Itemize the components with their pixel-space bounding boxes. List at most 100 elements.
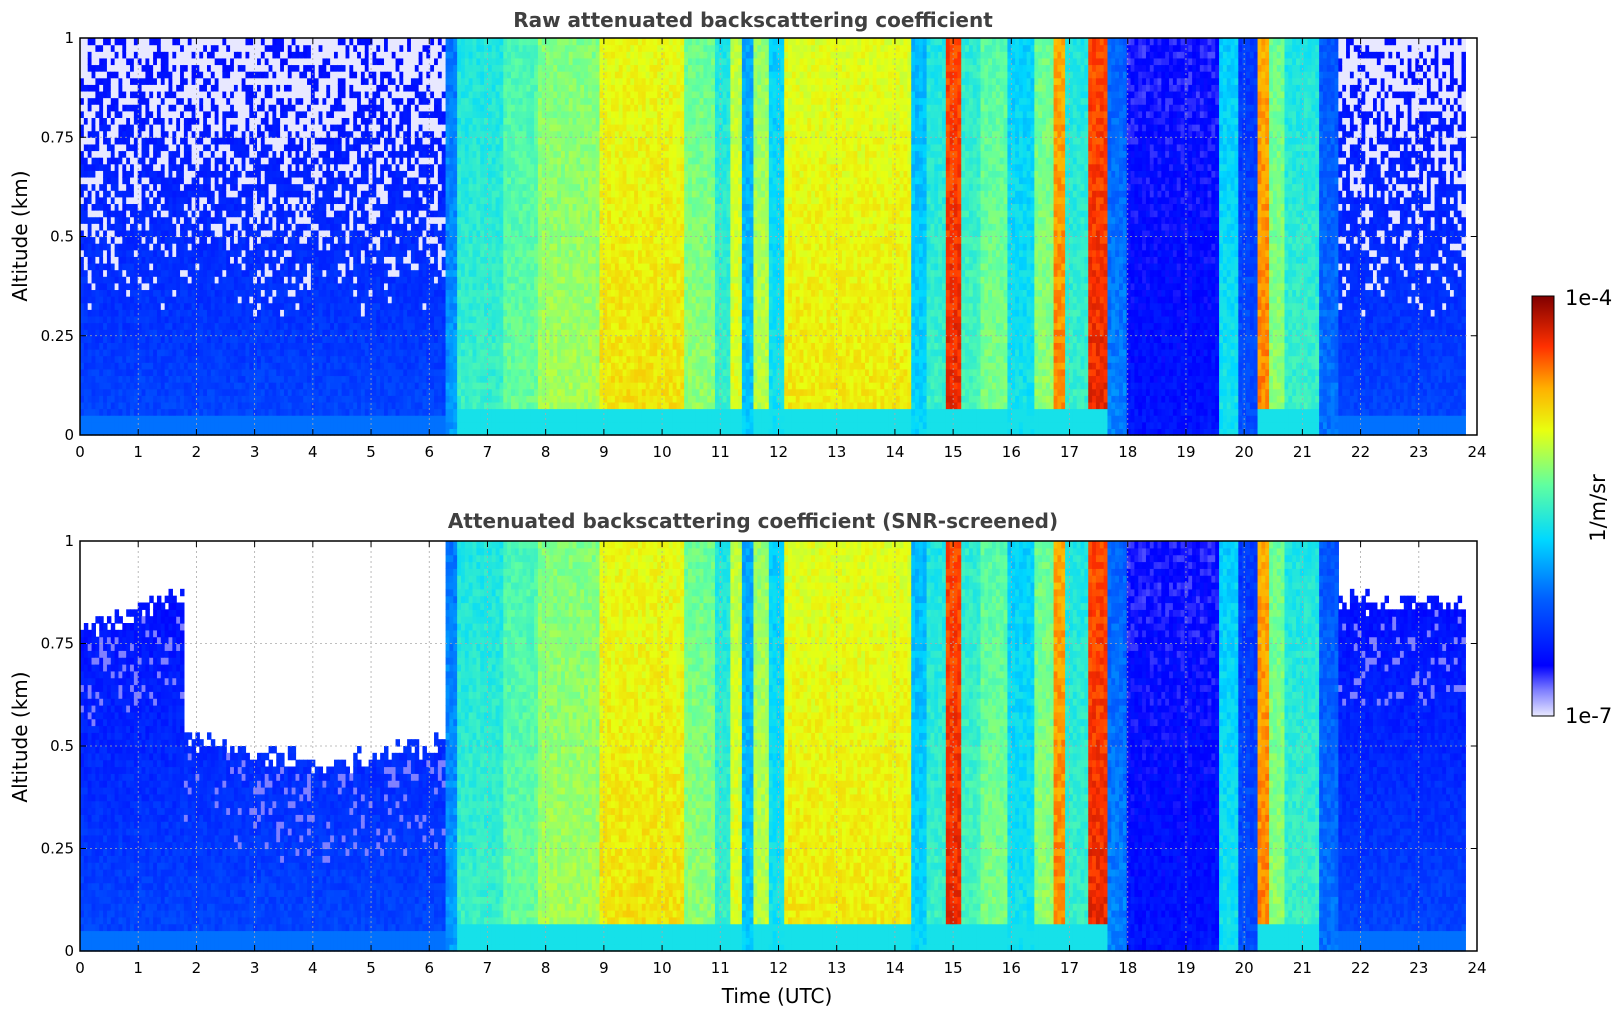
heatmap-cell bbox=[226, 64, 230, 71]
heatmap-cell bbox=[142, 58, 146, 65]
heatmap-cell bbox=[372, 309, 376, 316]
heatmap-cell bbox=[249, 157, 253, 164]
heatmap-cell bbox=[92, 243, 96, 250]
heatmap-cell bbox=[92, 164, 96, 171]
heatmap-cell bbox=[288, 131, 292, 138]
heatmap-cell bbox=[145, 316, 149, 323]
heatmap-cell bbox=[95, 98, 99, 105]
heatmap-cell bbox=[357, 51, 361, 58]
heatmap-cell bbox=[145, 217, 149, 224]
heatmap-cell bbox=[326, 51, 330, 58]
heatmap-cell bbox=[238, 237, 242, 244]
heatmap-cell bbox=[376, 395, 380, 402]
heatmap-cell bbox=[338, 84, 342, 91]
heatmap-cell bbox=[169, 375, 173, 382]
heatmap-cell bbox=[392, 243, 396, 250]
heatmap-cell bbox=[257, 230, 261, 237]
heatmap-cell bbox=[369, 349, 373, 356]
heatmap-cell bbox=[157, 91, 161, 98]
heatmap-cell bbox=[292, 389, 296, 396]
heatmap-cell bbox=[245, 190, 249, 197]
heatmap-cell bbox=[122, 184, 126, 191]
heatmap-cell bbox=[176, 362, 180, 369]
heatmap-cell bbox=[276, 283, 280, 290]
heatmap-cell bbox=[211, 45, 215, 52]
heatmap-cell bbox=[130, 177, 134, 184]
heatmap-cell bbox=[380, 98, 384, 105]
heatmap-cell bbox=[149, 409, 153, 416]
heatmap-cell bbox=[365, 170, 369, 177]
heatmap-cell bbox=[184, 98, 188, 105]
heatmap-cell bbox=[192, 250, 196, 257]
heatmap-cell bbox=[145, 98, 149, 105]
heatmap-cell bbox=[176, 157, 180, 164]
heatmap-cell bbox=[234, 296, 238, 303]
heatmap-cell bbox=[118, 356, 122, 363]
heatmap-cell bbox=[88, 104, 92, 111]
heatmap-cell bbox=[188, 197, 192, 204]
heatmap-cell bbox=[365, 362, 369, 369]
heatmap-cell bbox=[103, 237, 107, 244]
heatmap-cell bbox=[319, 117, 323, 124]
heatmap-cell bbox=[111, 422, 115, 429]
heatmap-cell bbox=[272, 64, 276, 71]
heatmap-cell bbox=[292, 375, 296, 382]
heatmap-cell bbox=[169, 342, 173, 349]
heatmap-cell bbox=[346, 382, 350, 389]
heatmap-cell bbox=[192, 84, 196, 91]
heatmap-cell bbox=[334, 303, 338, 310]
heatmap-cell bbox=[326, 111, 330, 118]
heatmap-cell bbox=[157, 369, 161, 376]
heatmap-cell bbox=[361, 58, 365, 65]
heatmap-cell bbox=[157, 217, 161, 224]
heatmap-cell bbox=[153, 270, 157, 277]
heatmap-cell bbox=[303, 150, 307, 157]
heatmap-cell bbox=[299, 230, 303, 237]
heatmap-cell bbox=[192, 157, 196, 164]
heatmap-cell bbox=[307, 323, 311, 330]
heatmap-cell bbox=[184, 263, 188, 270]
heatmap-cell bbox=[292, 38, 296, 45]
heatmap-cell bbox=[245, 349, 249, 356]
heatmap-cell bbox=[122, 58, 126, 65]
heatmap-cell bbox=[130, 51, 134, 58]
heatmap-cell bbox=[180, 382, 184, 389]
heatmap-cell bbox=[257, 382, 261, 389]
heatmap-cell bbox=[280, 270, 284, 277]
heatmap-cell bbox=[103, 263, 107, 270]
heatmap-cell bbox=[245, 402, 249, 409]
heatmap-cell bbox=[265, 395, 269, 402]
heatmap-cell bbox=[245, 78, 249, 85]
heatmap-cell bbox=[149, 184, 153, 191]
heatmap-cell bbox=[357, 64, 361, 71]
heatmap-cell bbox=[142, 144, 146, 151]
heatmap-cell bbox=[299, 210, 303, 217]
heatmap-cell bbox=[211, 382, 215, 389]
heatmap-cell bbox=[88, 230, 92, 237]
heatmap-cell bbox=[88, 296, 92, 303]
heatmap-cell bbox=[99, 184, 103, 191]
heatmap-cell bbox=[192, 217, 196, 224]
heatmap-cell bbox=[288, 124, 292, 131]
heatmap-cell bbox=[157, 263, 161, 270]
heatmap-cell bbox=[95, 157, 99, 164]
heatmap-cell bbox=[353, 349, 357, 356]
heatmap-cell bbox=[249, 78, 253, 85]
heatmap-cell bbox=[169, 356, 173, 363]
heatmap-cell bbox=[299, 144, 303, 151]
heatmap-cell bbox=[242, 197, 246, 204]
heatmap-cell bbox=[145, 91, 149, 98]
heatmap-cell bbox=[92, 395, 96, 402]
heatmap-cell bbox=[215, 382, 219, 389]
heatmap-cell bbox=[95, 362, 99, 369]
heatmap-cell bbox=[272, 190, 276, 197]
heatmap-cell bbox=[303, 98, 307, 105]
heatmap-cell bbox=[184, 38, 188, 45]
heatmap-cell bbox=[299, 329, 303, 336]
heatmap-cell bbox=[380, 389, 384, 396]
heatmap-cell bbox=[192, 71, 196, 78]
heatmap-cell bbox=[219, 177, 223, 184]
heatmap-cell bbox=[307, 289, 311, 296]
heatmap-cell bbox=[103, 422, 107, 429]
heatmap-cell bbox=[169, 270, 173, 277]
